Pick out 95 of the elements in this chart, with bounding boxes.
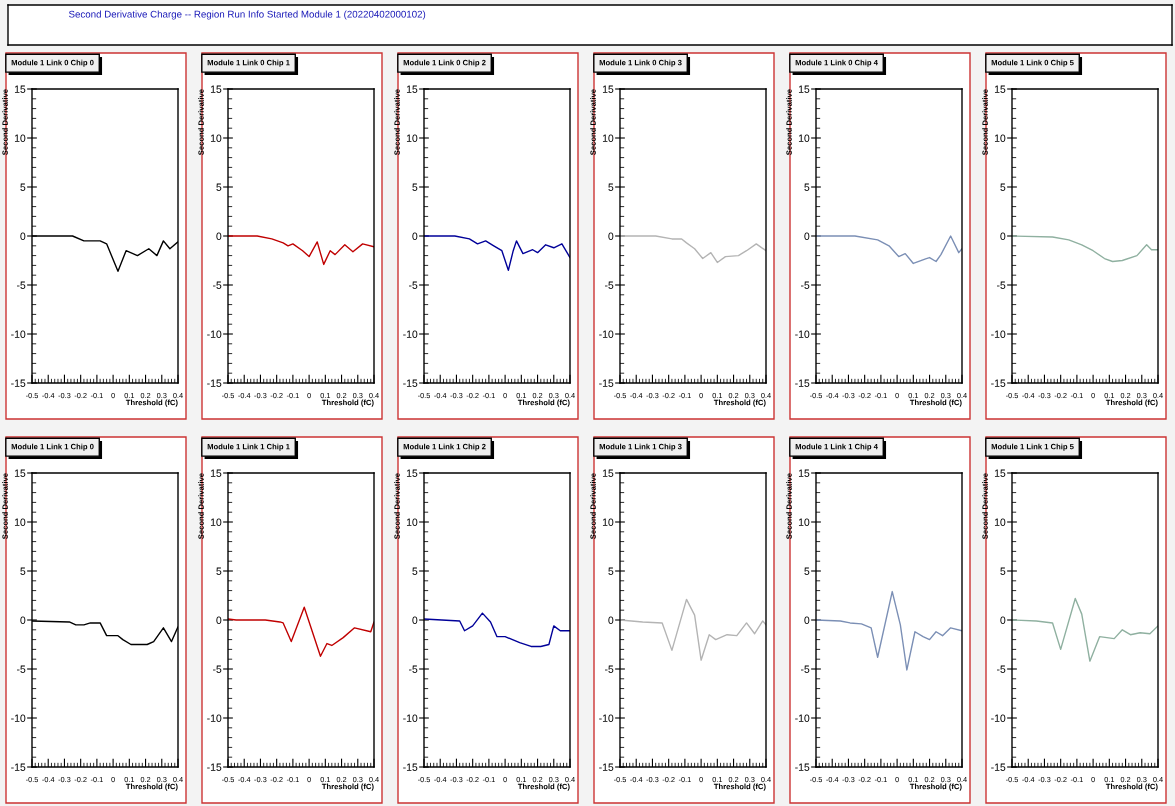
y-tick-label: -10 bbox=[599, 330, 614, 338]
y-tick-label: -5 bbox=[604, 281, 614, 289]
y-tick-label: 0 bbox=[20, 616, 26, 624]
y-tick-label: -5 bbox=[16, 665, 26, 673]
line-series bbox=[228, 235, 374, 266]
y-tick-label: 10 bbox=[602, 518, 614, 526]
y-tick-label: 5 bbox=[216, 183, 222, 191]
y-tick-label: 5 bbox=[608, 567, 614, 575]
y-tick-label: -10 bbox=[795, 714, 810, 722]
y-tick-label: 0 bbox=[608, 616, 614, 624]
y-tick-label: -15 bbox=[11, 763, 26, 771]
y-tick-label: -10 bbox=[403, 330, 418, 338]
y-tick-label: 10 bbox=[406, 518, 418, 526]
y-tick-label: 15 bbox=[602, 469, 614, 477]
line-series bbox=[1012, 235, 1158, 263]
y-tick-label: 10 bbox=[602, 134, 614, 142]
y-tick-label: -15 bbox=[207, 763, 222, 771]
y-tick-label: 5 bbox=[608, 183, 614, 191]
line-series bbox=[1012, 597, 1158, 662]
y-tick-label: 5 bbox=[20, 183, 26, 191]
y-tick-label: 5 bbox=[804, 567, 810, 575]
line-series bbox=[424, 612, 570, 648]
y-tick-label: 0 bbox=[412, 232, 418, 240]
y-tick-label: 15 bbox=[602, 85, 614, 93]
y-tick-label: 15 bbox=[994, 469, 1006, 477]
y-tick-label: 0 bbox=[216, 232, 222, 240]
y-tick-label: -15 bbox=[991, 763, 1006, 771]
y-tick-label: -5 bbox=[604, 665, 614, 673]
y-tick-label: -15 bbox=[795, 379, 810, 387]
y-tick-label: 0 bbox=[1000, 232, 1006, 240]
y-tick-label: -10 bbox=[207, 714, 222, 722]
y-tick-label: 15 bbox=[994, 85, 1006, 93]
y-tick-label: 10 bbox=[210, 518, 222, 526]
line-series bbox=[816, 235, 962, 265]
y-tick-label: 0 bbox=[804, 616, 810, 624]
y-tick-label: -15 bbox=[599, 763, 614, 771]
y-tick-label: 5 bbox=[216, 567, 222, 575]
y-tick-label: 0 bbox=[412, 616, 418, 624]
y-tick-label: 10 bbox=[406, 134, 418, 142]
line-series bbox=[424, 235, 570, 271]
line-series bbox=[228, 606, 374, 657]
y-tick-label: 15 bbox=[14, 85, 26, 93]
y-tick-label: 10 bbox=[210, 134, 222, 142]
y-tick-label: 10 bbox=[798, 134, 810, 142]
y-tick-label: 5 bbox=[804, 183, 810, 191]
y-tick-label: -10 bbox=[991, 714, 1006, 722]
y-tick-label: -10 bbox=[403, 714, 418, 722]
y-tick-label: -10 bbox=[795, 330, 810, 338]
y-tick-label: 15 bbox=[210, 469, 222, 477]
y-tick-label: -5 bbox=[408, 281, 418, 289]
y-tick-label: -5 bbox=[996, 281, 1006, 289]
y-tick-label: -5 bbox=[212, 665, 222, 673]
y-tick-label: 10 bbox=[14, 134, 26, 142]
y-tick-label: -15 bbox=[403, 379, 418, 387]
y-tick-label: 0 bbox=[20, 232, 26, 240]
y-tick-label: -5 bbox=[800, 665, 810, 673]
y-tick-label: -10 bbox=[599, 714, 614, 722]
y-tick-label: 15 bbox=[798, 85, 810, 93]
y-tick-label: 10 bbox=[798, 518, 810, 526]
y-tick-label: 10 bbox=[994, 134, 1006, 142]
y-tick-label: 15 bbox=[406, 469, 418, 477]
y-tick-label: -15 bbox=[991, 379, 1006, 387]
y-tick-label: -15 bbox=[11, 379, 26, 387]
y-tick-label: -10 bbox=[11, 330, 26, 338]
y-tick-label: -10 bbox=[991, 330, 1006, 338]
y-tick-label: 15 bbox=[14, 469, 26, 477]
y-tick-label: -5 bbox=[16, 281, 26, 289]
y-tick-label: -5 bbox=[800, 281, 810, 289]
y-tick-label: 5 bbox=[20, 567, 26, 575]
y-tick-label: 0 bbox=[1000, 616, 1006, 624]
y-tick-label: 5 bbox=[1000, 567, 1006, 575]
text: Second Derivative Charge -- Region Run Info Started Module 1 (20220402000102) bbox=[68, 10, 426, 20]
y-tick-label: 0 bbox=[804, 232, 810, 240]
y-tick-label: -15 bbox=[403, 763, 418, 771]
y-tick-label: -5 bbox=[408, 665, 418, 673]
line-series bbox=[620, 235, 766, 264]
y-tick-label: -5 bbox=[212, 281, 222, 289]
y-tick-label: 5 bbox=[412, 567, 418, 575]
y-tick-label: -15 bbox=[599, 379, 614, 387]
y-tick-label: 15 bbox=[406, 85, 418, 93]
y-tick-label: 15 bbox=[798, 469, 810, 477]
y-tick-label: -5 bbox=[996, 665, 1006, 673]
y-tick-label: -10 bbox=[11, 714, 26, 722]
line-series bbox=[816, 590, 962, 671]
y-tick-label: -15 bbox=[207, 379, 222, 387]
y-tick-label: 5 bbox=[1000, 183, 1006, 191]
y-tick-label: 0 bbox=[608, 232, 614, 240]
y-tick-label: 0 bbox=[216, 616, 222, 624]
y-tick-label: -10 bbox=[207, 330, 222, 338]
y-tick-label: 5 bbox=[412, 183, 418, 191]
y-tick-label: 10 bbox=[14, 518, 26, 526]
y-tick-label: 15 bbox=[210, 85, 222, 93]
line-series bbox=[620, 598, 766, 661]
y-tick-label: -15 bbox=[795, 763, 810, 771]
y-tick-label: 10 bbox=[994, 518, 1006, 526]
